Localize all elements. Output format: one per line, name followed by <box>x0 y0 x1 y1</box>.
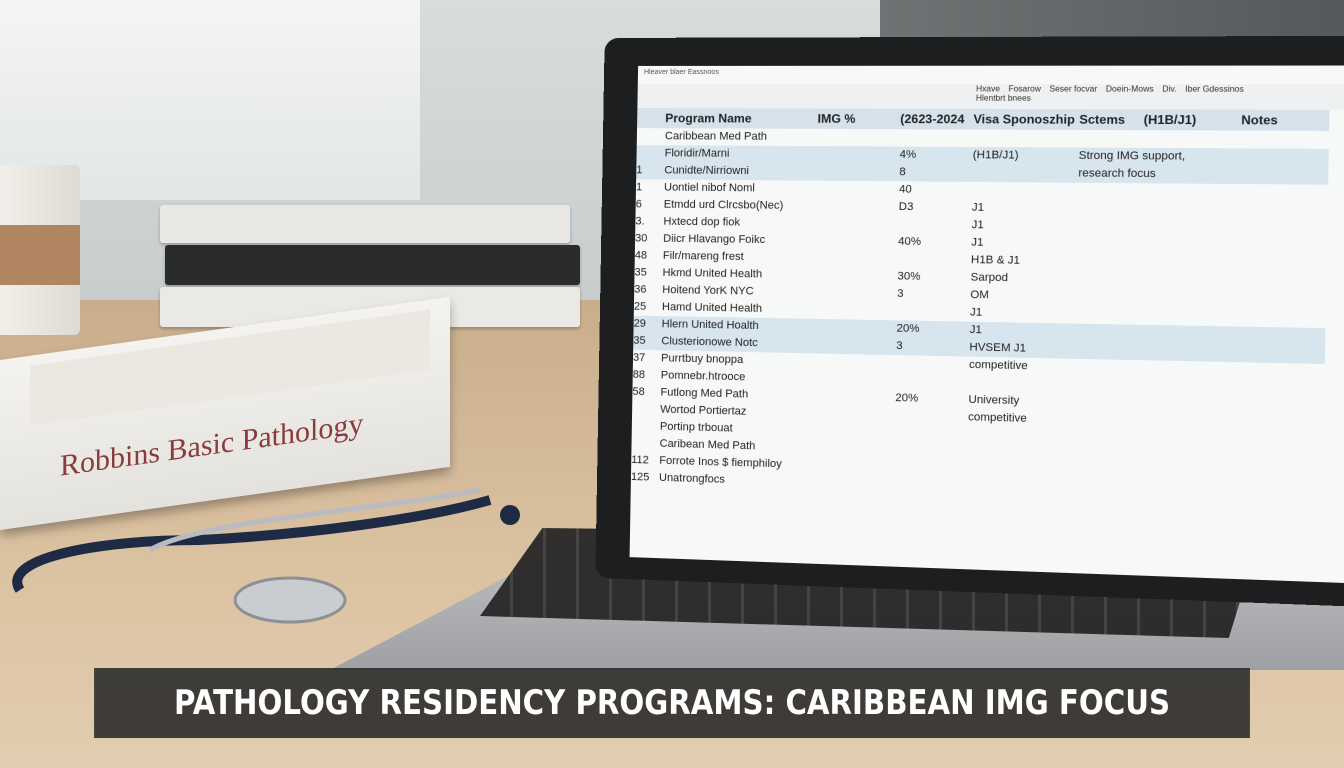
cup-sleeve <box>0 225 80 285</box>
stacked-book <box>160 205 570 243</box>
stacked-book <box>165 245 580 285</box>
toolbar-item[interactable]: Fosarow <box>1008 84 1042 94</box>
laptop-screen: Hleaver blaer Eassnoos Hxave Fosarow Seser… <box>595 35 1344 608</box>
toolbar-item[interactable]: Iber Gdessinos <box>1185 84 1244 94</box>
table: Program NameIMG %(2623-2024Visa Sponoszh… <box>631 108 1344 508</box>
menu-bar: Hleaver blaer Eassnoos <box>643 68 719 76</box>
toolbar-item[interactable]: Doein-Mows <box>1105 84 1154 94</box>
spreadsheet: Hleaver blaer Eassnoos Hxave Fosarow Seser… <box>629 65 1344 583</box>
stethoscope <box>12 487 520 624</box>
toolbar-item[interactable]: Div. <box>1162 84 1177 94</box>
caption: PATHOLOGY RESIDENCY PROGRAMS: CARIBBEAN … <box>94 668 1250 738</box>
toolbar-item[interactable]: Hxave <box>976 84 1001 94</box>
toolbar: Hxave Fosarow Seser focvar Doein-Mows Div. Ib… <box>637 83 1344 110</box>
coffee-cup <box>0 165 80 335</box>
toolbar-item[interactable]: Seser focvar <box>1049 84 1098 94</box>
toolbar-subtitle: Hlentbrt bnees <box>975 93 1031 103</box>
